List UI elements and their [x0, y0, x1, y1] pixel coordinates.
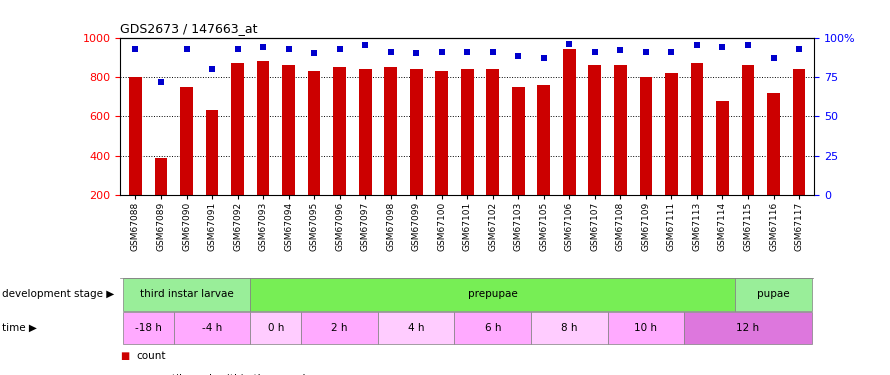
- Text: -18 h: -18 h: [134, 323, 162, 333]
- Text: 6 h: 6 h: [484, 323, 501, 333]
- Bar: [129, 77, 142, 195]
- Bar: [180, 87, 193, 195]
- Point: [716, 44, 730, 50]
- Bar: [614, 65, 627, 195]
- Bar: [409, 69, 423, 195]
- Text: 0 h: 0 h: [268, 323, 284, 333]
- Bar: [435, 71, 448, 195]
- Text: 2 h: 2 h: [331, 323, 348, 333]
- Point: [537, 55, 551, 61]
- Bar: [174, 312, 250, 344]
- Point: [562, 41, 577, 47]
- Bar: [384, 67, 397, 195]
- Bar: [588, 65, 602, 195]
- Point: [690, 42, 704, 48]
- Bar: [665, 73, 678, 195]
- Point: [231, 45, 245, 51]
- Bar: [250, 278, 735, 310]
- Bar: [684, 312, 812, 344]
- Point: [256, 44, 271, 50]
- Text: 12 h: 12 h: [736, 323, 759, 333]
- Point: [664, 49, 678, 55]
- Bar: [378, 312, 455, 344]
- Point: [333, 45, 347, 51]
- Point: [766, 55, 781, 61]
- Bar: [741, 65, 755, 195]
- Bar: [461, 69, 473, 195]
- Point: [511, 53, 525, 59]
- Point: [792, 45, 806, 51]
- Bar: [538, 85, 550, 195]
- Bar: [691, 63, 703, 195]
- Bar: [231, 63, 244, 195]
- Point: [409, 50, 424, 56]
- Point: [307, 50, 321, 56]
- Text: third instar larvae: third instar larvae: [140, 290, 233, 299]
- Bar: [793, 69, 805, 195]
- Text: time ▶: time ▶: [2, 323, 36, 333]
- Bar: [302, 312, 378, 344]
- Point: [358, 42, 372, 48]
- Bar: [487, 69, 499, 195]
- Text: development stage ▶: development stage ▶: [2, 290, 114, 299]
- Bar: [608, 312, 684, 344]
- Bar: [206, 110, 218, 195]
- Bar: [123, 278, 250, 310]
- Bar: [155, 158, 167, 195]
- Text: percentile rank within the sample: percentile rank within the sample: [136, 374, 312, 375]
- Point: [639, 49, 653, 55]
- Text: prepupae: prepupae: [468, 290, 518, 299]
- Text: -4 h: -4 h: [202, 323, 222, 333]
- Bar: [716, 100, 729, 195]
- Bar: [282, 65, 295, 195]
- Bar: [531, 312, 608, 344]
- Bar: [359, 69, 371, 195]
- Point: [128, 45, 142, 51]
- Point: [740, 42, 755, 48]
- Text: 10 h: 10 h: [635, 323, 658, 333]
- Bar: [308, 71, 320, 195]
- Point: [180, 45, 194, 51]
- Point: [486, 49, 500, 55]
- Point: [460, 49, 474, 55]
- Point: [281, 45, 295, 51]
- Bar: [333, 67, 346, 195]
- Point: [205, 66, 219, 72]
- Bar: [455, 312, 531, 344]
- Text: ■: ■: [120, 351, 129, 361]
- Bar: [563, 50, 576, 195]
- Bar: [123, 312, 174, 344]
- Text: 8 h: 8 h: [561, 323, 578, 333]
- Text: ■: ■: [120, 374, 129, 375]
- Text: GDS2673 / 147663_at: GDS2673 / 147663_at: [120, 22, 257, 36]
- Text: pupae: pupae: [757, 290, 789, 299]
- Bar: [512, 87, 525, 195]
- Bar: [767, 93, 780, 195]
- Point: [384, 49, 398, 55]
- Bar: [256, 61, 270, 195]
- Point: [434, 49, 449, 55]
- Bar: [640, 77, 652, 195]
- Bar: [735, 278, 812, 310]
- Bar: [250, 312, 302, 344]
- Point: [613, 47, 627, 53]
- Point: [154, 79, 168, 85]
- Point: [587, 49, 602, 55]
- Text: count: count: [136, 351, 166, 361]
- Text: 4 h: 4 h: [408, 323, 425, 333]
